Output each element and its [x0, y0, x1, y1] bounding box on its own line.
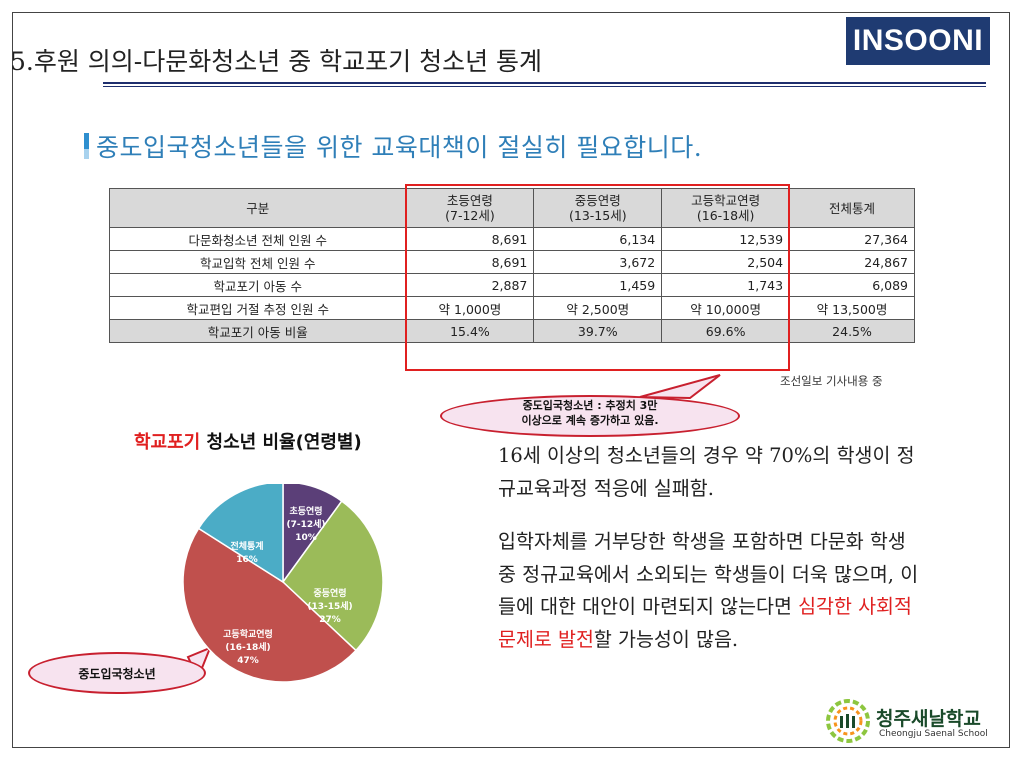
- subtitle-bullet-icon: [84, 133, 89, 157]
- subtitle: 중도입국청소년들을 위한 교육대책이 절실히 필요합니다.: [96, 133, 703, 162]
- statistics-table: 구분 초등연령 (7-12세) 중등연령 (13-15세) 고등학교연령 (16-18…: [109, 188, 915, 343]
- table-cell: 15.4%: [405, 319, 535, 343]
- table-cell: 39.7%: [533, 319, 663, 343]
- header-high: 고등학교연령 (16-18세): [661, 188, 791, 228]
- row-label: 학교포기 아동 비율: [109, 319, 407, 343]
- school-emblem-icon: [826, 699, 870, 743]
- title-underline-thin: [103, 86, 986, 87]
- paragraph-2: 입학자체를 거부당한 학생을 포함하면 다문화 학생 중 정규교육에서 소외되는…: [498, 530, 919, 651]
- table-cell: 약 13,500명: [789, 296, 915, 320]
- insooni-logo: INSOONI: [846, 17, 990, 65]
- highlight-box: [405, 184, 790, 371]
- pie-label-1: 초등연령 (7-12세) 10%: [286, 505, 325, 543]
- table-cell: 약 2,500명: [533, 296, 663, 320]
- table-cell: 1,459: [533, 273, 663, 297]
- slide-frame: [12, 12, 1010, 748]
- pie-label-2: 중등연령 (13-15세) 27%: [307, 587, 352, 625]
- subtitle-bullet-accent: [84, 149, 89, 159]
- school-name: 청주새날학교: [876, 708, 981, 730]
- header-elementary: 초등연령 (7-12세): [405, 188, 535, 228]
- row-label: 학교편입 거절 추정 인원 수: [109, 296, 407, 320]
- paragraph-1: 16세 이상의 청소년들의 경우 약 70%의 학생이 정규교육과정 적응에 실…: [498, 444, 915, 500]
- table-cell: 약 10,000명: [661, 296, 791, 320]
- page-title: 5.후원 의의-다문화청소년 중 학교포기 청소년 통계: [10, 47, 543, 76]
- pie-chart: 초등연령 (7-12세) 10% 중등연령 (13-15세) 27% 고등학교연령 (16-1…: [182, 484, 384, 683]
- table-cell: 8,691: [405, 250, 535, 274]
- title-underline: [103, 82, 986, 84]
- table-row: 학교포기 아동 비율 15.4% 39.7% 69.6% 24.5%: [109, 319, 915, 343]
- table-cell: 6,134: [533, 227, 663, 251]
- pie-title: 학교포기 청소년 비율(연령별): [134, 432, 362, 453]
- table-cell: 24.5%: [789, 319, 915, 343]
- callout-top-text: 중도입국청소년 : 추정치 3만 이상으로 계속 증가하고 있음.: [521, 399, 659, 427]
- header-total: 전체통계: [789, 188, 915, 228]
- callout-pie-text: 중도입국청소년: [78, 667, 156, 681]
- pie-slice-3: [182, 527, 357, 683]
- pie-slice-2: [282, 500, 384, 652]
- body-text: 16세 이상의 청소년들의 경우 약 70%의 학생이 정규교육과정 적응에 실…: [498, 440, 926, 656]
- callout-top-pointer: [639, 374, 721, 400]
- table-header-row: 구분 초등연령 (7-12세) 중등연령 (13-15세) 고등학교연령 (16-18…: [109, 188, 915, 228]
- pie-slice-4: [197, 484, 284, 584]
- table-cell: 27,364: [789, 227, 915, 251]
- table-source: 조선일보 기사내용 중: [780, 374, 883, 388]
- pie-label-3: 고등학교연령 (16-18세) 47%: [223, 628, 273, 666]
- school-name-english: Cheongju Saenal School: [879, 729, 988, 739]
- row-label: 학교포기 아동 수: [109, 273, 407, 297]
- pie-label-4: 전체통계 16%: [230, 540, 263, 565]
- table-cell: 3,672: [533, 250, 663, 274]
- table-cell: 69.6%: [661, 319, 791, 343]
- callout-pie: [28, 652, 206, 694]
- header-category: 구분: [109, 188, 407, 228]
- callout-top: [440, 395, 740, 437]
